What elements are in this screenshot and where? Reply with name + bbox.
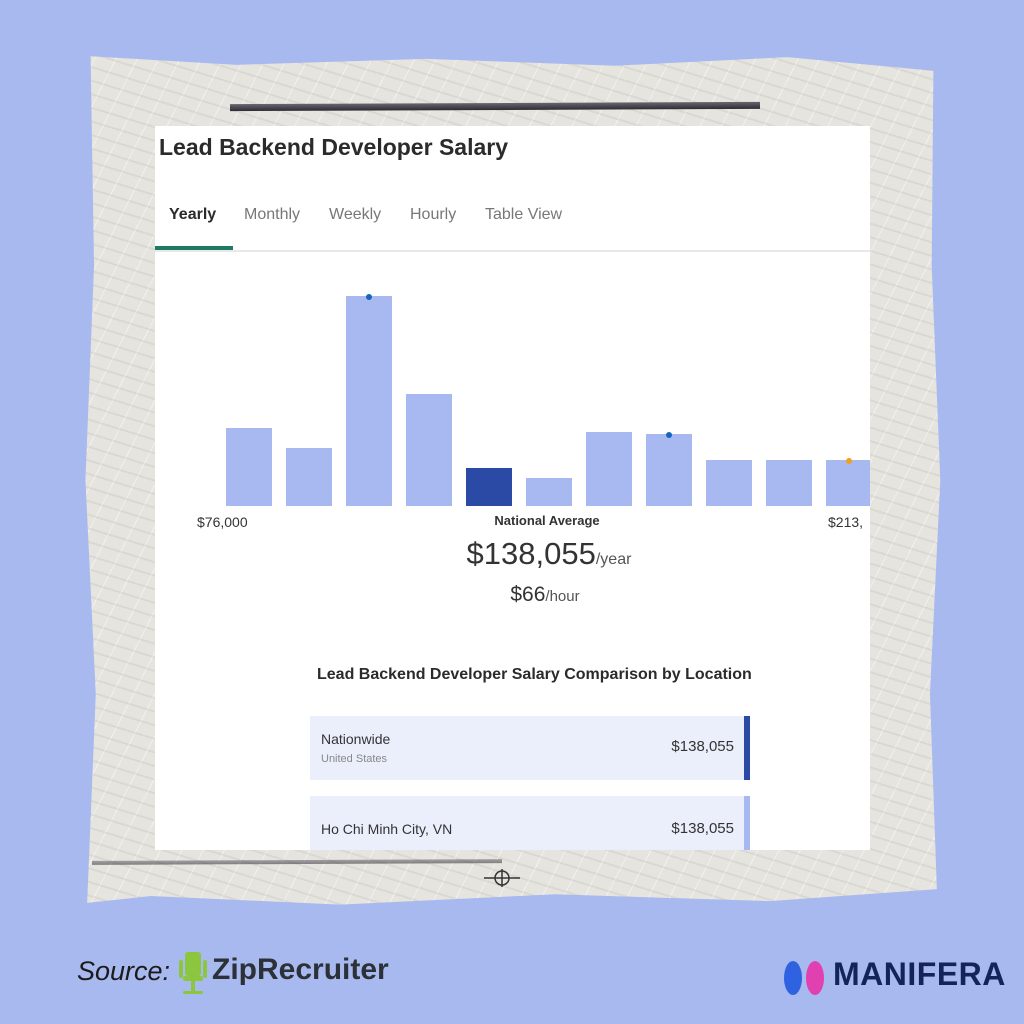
- yearly-unit: /year: [595, 551, 632, 568]
- page-title: Lead Backend Developer Salary: [159, 134, 508, 160]
- source-label: Source:: [77, 956, 171, 986]
- national-average-label: National Average: [494, 513, 600, 528]
- chart-bar[interactable]: [586, 432, 632, 506]
- chart-marker-dot: [666, 432, 672, 438]
- salary-screenshot: Lead Backend Developer Salary Yearly Mon…: [155, 126, 870, 850]
- location-row-nationwide[interactable]: Nationwide United States $138,055: [310, 716, 750, 780]
- chart-bar[interactable]: [706, 460, 752, 506]
- salary-distribution-chart: [226, 294, 870, 506]
- tab-monthly[interactable]: Monthly: [244, 206, 301, 223]
- location-bar-indicator: [744, 716, 750, 780]
- location-name: Nationwide: [321, 731, 391, 747]
- ziprecruiter-brand: ZipRecruiter: [212, 953, 389, 986]
- active-tab-indicator: [155, 246, 233, 250]
- yearly-salary: $138,055/year: [359, 536, 739, 572]
- chart-bar[interactable]: [346, 296, 392, 506]
- hourly-amount: $66: [510, 583, 546, 606]
- chart-bar[interactable]: [766, 460, 812, 506]
- location-subtitle: United States: [321, 753, 388, 765]
- comparison-title: Lead Backend Developer Salary Comparison…: [317, 666, 752, 683]
- crosshair-mark-icon: [484, 869, 520, 887]
- yearly-amount: $138,055: [466, 536, 596, 571]
- tab-hourly[interactable]: Hourly: [410, 206, 457, 223]
- range-max-label: $213,: [828, 514, 864, 530]
- tab-table-view[interactable]: Table View: [485, 206, 563, 223]
- hourly-unit: /hour: [545, 588, 580, 605]
- chart-bar[interactable]: [466, 468, 512, 506]
- chart-marker-dot: [846, 458, 852, 464]
- location-salary: $138,055: [671, 820, 734, 837]
- chart-bar[interactable]: [646, 434, 692, 506]
- chart-bar[interactable]: [286, 448, 332, 506]
- chart-bar[interactable]: [406, 394, 452, 506]
- location-bar-indicator: [744, 796, 750, 850]
- chart-bar[interactable]: [826, 460, 870, 506]
- location-row-ho-chi-minh[interactable]: Ho Chi Minh City, VN $138,055: [310, 796, 750, 850]
- tab-weekly[interactable]: Weekly: [329, 206, 382, 223]
- location-salary: $138,055: [671, 738, 734, 755]
- hourly-salary: $66/hour: [395, 583, 695, 607]
- manifera-brand: MANIFERA: [833, 956, 1006, 992]
- chart-marker-dot: [366, 294, 372, 300]
- period-tabs: Yearly Monthly Weekly Hourly Table View: [155, 198, 870, 252]
- ziprecruiter-chair-icon: [179, 952, 207, 994]
- tab-yearly[interactable]: Yearly: [169, 206, 217, 223]
- manifera-logo-icon: [784, 961, 824, 995]
- chart-bar[interactable]: [526, 478, 572, 506]
- range-min-label: $76,000: [197, 514, 248, 530]
- location-name: Ho Chi Minh City, VN: [321, 821, 453, 837]
- chart-bar[interactable]: [226, 428, 272, 506]
